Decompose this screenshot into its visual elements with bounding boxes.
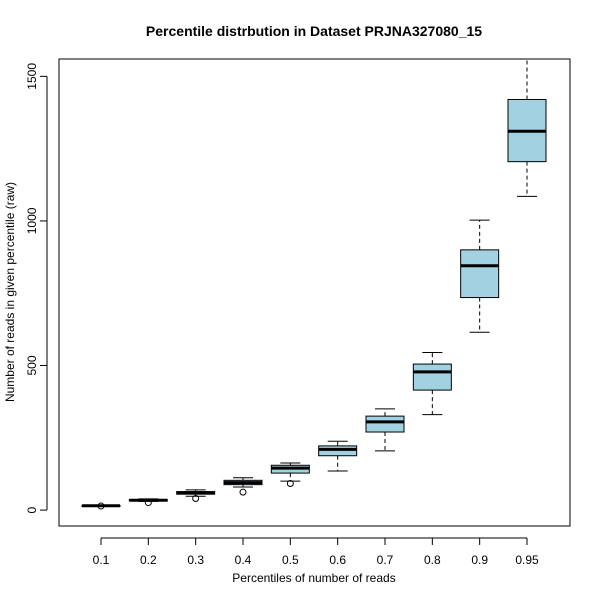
x-tick-label: 0.5 [282, 553, 299, 567]
x-tick-label: 0.7 [377, 553, 394, 567]
box-0.5 [270, 462, 310, 487]
box-iqr [412, 363, 452, 391]
x-axis-label: Percentiles of number of reads [232, 571, 395, 585]
x-tick-label: 0.4 [235, 553, 252, 567]
plot-frame [58, 58, 571, 527]
box-0.4 [223, 477, 263, 496]
y-tick-label: 500 [25, 355, 39, 375]
box-0.95 [507, 59, 547, 197]
box-iqr [365, 415, 405, 433]
x-tick-label: 0.9 [471, 553, 488, 567]
x-axis: 0.1 0.2 0.3 0.4 0.5 0.6 0.7 0.8 0.9 0.95 [93, 537, 539, 567]
box-0.2 [128, 498, 168, 507]
outlier-point [144, 499, 152, 507]
x-tick-label: 0.6 [329, 553, 346, 567]
box-0.9 [460, 219, 500, 333]
box-0.6 [318, 440, 358, 472]
y-axis: 0 500 1000 1500 [25, 63, 48, 513]
box-iqr [460, 249, 500, 299]
x-tick-label: 0.3 [187, 553, 204, 567]
y-tick-label: 0 [25, 506, 39, 513]
chart-title: Percentile distrbution in Dataset PRJNA3… [146, 23, 482, 39]
outlier-point [286, 479, 294, 487]
box-0.8 [412, 352, 452, 416]
x-tick-label: 0.95 [515, 553, 539, 567]
x-tick-label: 0.1 [93, 553, 110, 567]
outlier-point [192, 495, 200, 503]
box-0.3 [176, 489, 216, 503]
outlier-point [239, 488, 247, 496]
boxes-layer [81, 59, 547, 510]
y-axis-label: Number of reads in given percentile (raw… [3, 182, 17, 402]
box-0.7 [365, 408, 405, 452]
box-0.1 [81, 502, 121, 510]
outlier-point [97, 502, 105, 510]
x-tick-label: 0.2 [140, 553, 157, 567]
y-tick-label: 1500 [25, 63, 39, 90]
x-tick-label: 0.8 [424, 553, 441, 567]
y-tick-label: 1000 [25, 207, 39, 234]
